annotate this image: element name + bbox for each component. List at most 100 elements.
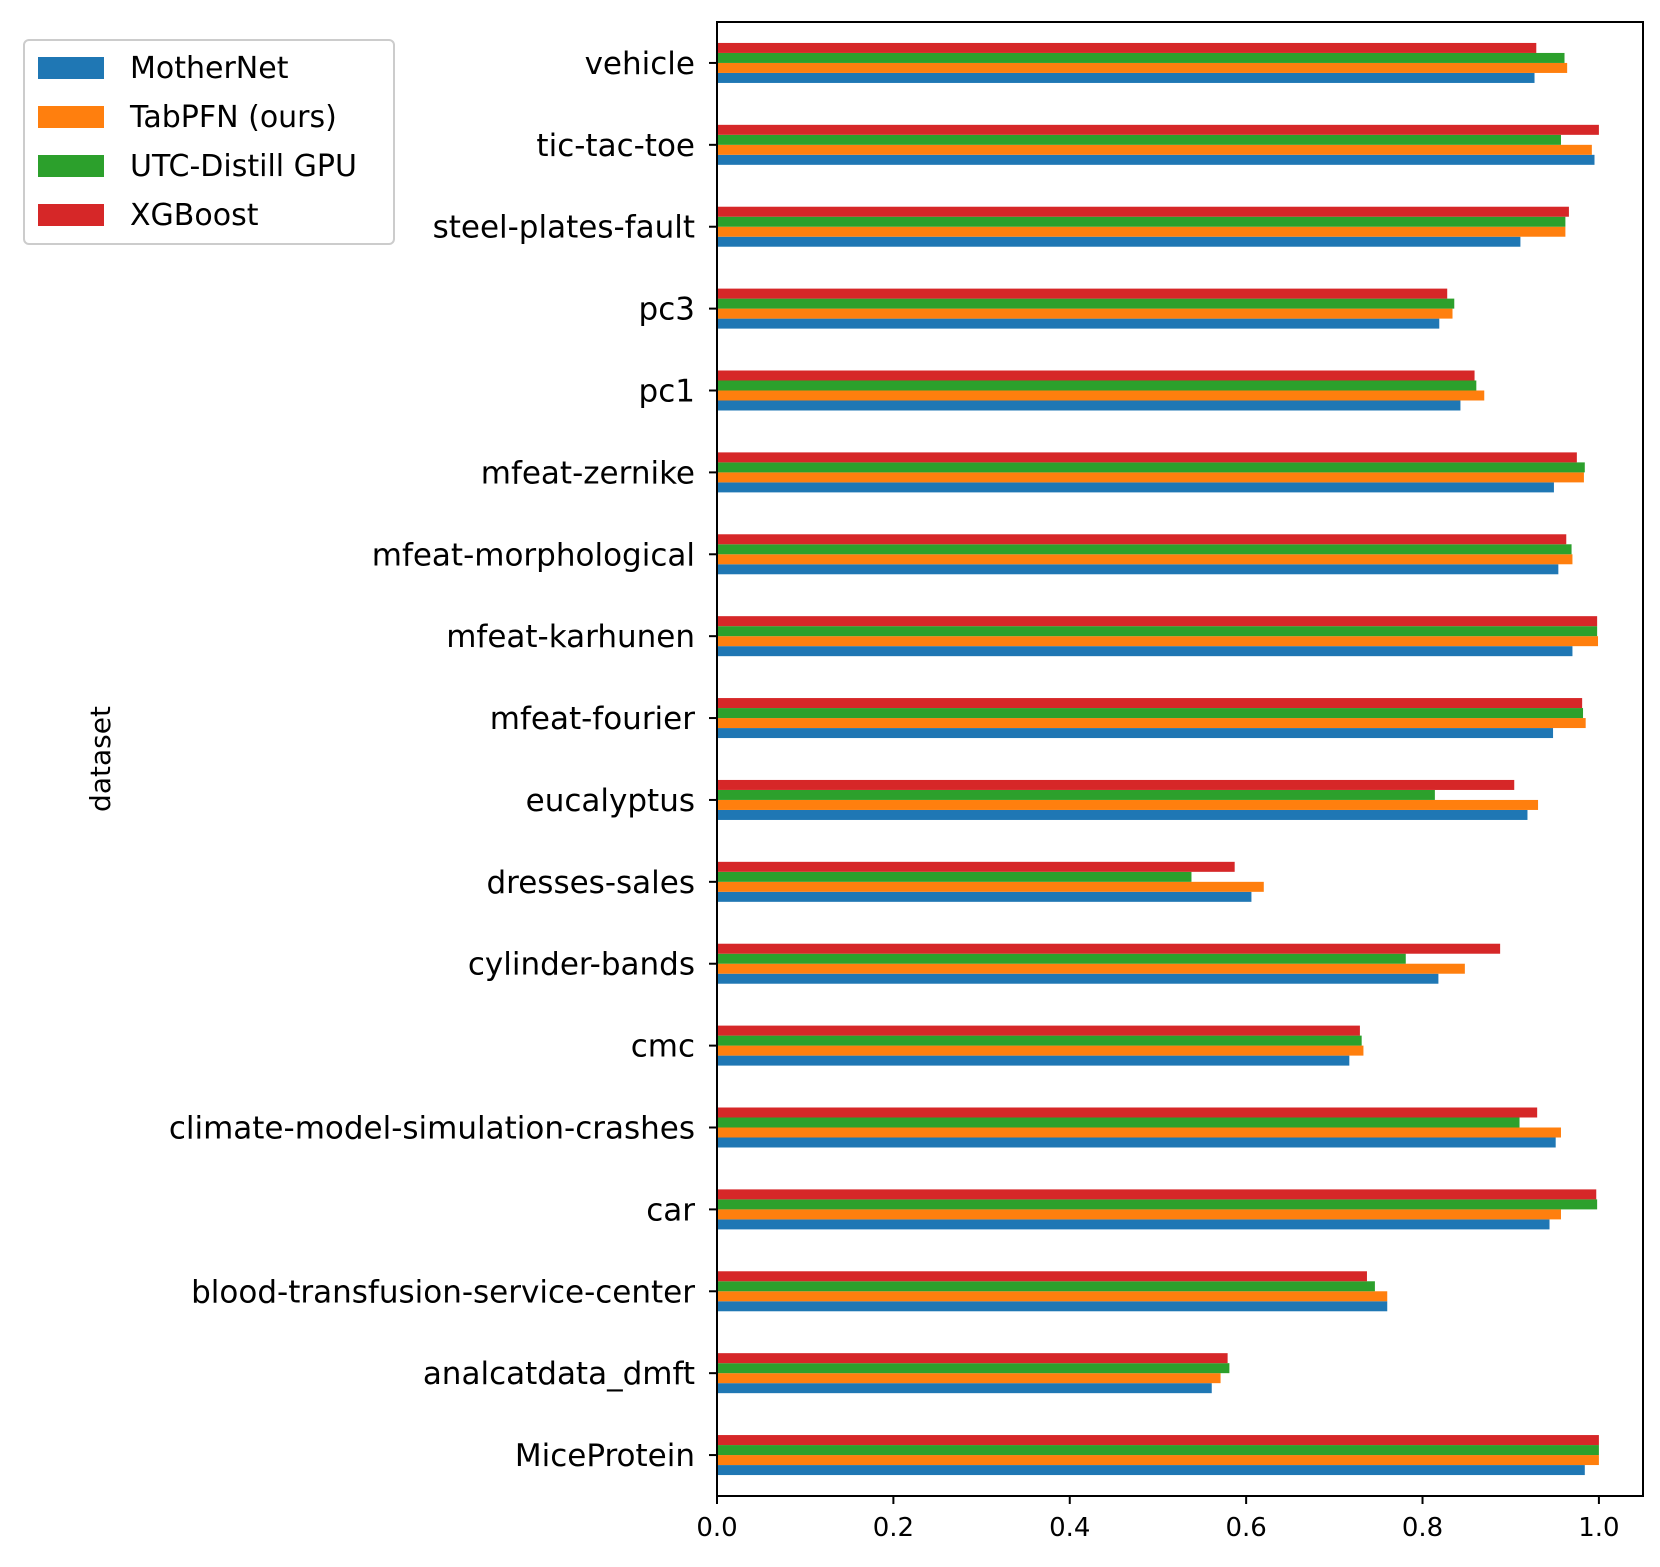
x-tick-label: 1.0 — [1578, 1513, 1619, 1543]
y-tick-label: analcatdata_dmft — [423, 1356, 695, 1392]
bar-dresses-sales-mothernet — [717, 891, 1252, 902]
y-tick-label: mfeat-karhunen — [446, 619, 695, 655]
y-tick-label: pc1 — [639, 374, 695, 410]
bar-cmc-xgboost — [717, 1025, 1360, 1036]
y-tick-label: cmc — [631, 1029, 695, 1065]
bar-cylinder-bands-utc-distill-gpu — [717, 953, 1406, 964]
legend: MotherNet TabPFN (ours) UTC-Distill GPU XGB… — [23, 39, 395, 245]
bar-eucalyptus-tabpfn-ours- — [717, 799, 1539, 810]
y-tick-label: eucalyptus — [526, 783, 695, 819]
bar-mfeat-fourier-utc-distill-gpu — [717, 708, 1584, 719]
bar-mfeat-karhunen-xgboost — [717, 616, 1598, 627]
bar-vehicle-xgboost — [717, 42, 1537, 53]
bar-car-utc-distill-gpu — [717, 1199, 1598, 1210]
bar-eucalyptus-mothernet — [717, 809, 1528, 820]
bar-car-mothernet — [717, 1219, 1550, 1230]
bar-vehicle-tabpfn-ours- — [717, 62, 1568, 73]
bar-mfeat-zernike-xgboost — [717, 452, 1577, 463]
bar-climate-model-simulation-crashes-tabpfn-ours- — [717, 1127, 1561, 1138]
bar-tic-tac-toe-utc-distill-gpu — [717, 134, 1561, 145]
bar-dresses-sales-tabpfn-ours- — [717, 881, 1264, 892]
legend-label: UTC-Distill GPU — [130, 149, 357, 184]
y-tick-label: MiceProtein — [515, 1438, 695, 1474]
y-axis-label: dataset — [84, 706, 117, 812]
bar-pc3-tabpfn-ours- — [717, 308, 1453, 319]
legend-box — [23, 39, 395, 245]
y-tick-label: car — [646, 1192, 695, 1228]
legend-swatch — [38, 155, 104, 177]
bar-pc3-utc-distill-gpu — [717, 298, 1455, 309]
bar-cylinder-bands-mothernet — [717, 973, 1439, 984]
y-tick-label: climate-model-simulation-crashes — [169, 1111, 695, 1147]
x-tick-label: 0.2 — [873, 1513, 914, 1543]
plot-frame — [716, 21, 1644, 1497]
x-axis-ticks: 0.0 0.2 0.4 0.6 0.8 1.0 — [696, 1496, 1620, 1543]
bar-pc1-xgboost — [717, 370, 1475, 381]
bar-pc1-tabpfn-ours- — [717, 390, 1485, 401]
bar-blood-transfusion-service-center-mothernet — [717, 1301, 1388, 1312]
bar-dresses-sales-utc-distill-gpu — [717, 871, 1192, 882]
bar-mfeat-morphological-xgboost — [717, 534, 1567, 545]
bar-cmc-utc-distill-gpu — [717, 1035, 1362, 1046]
bar-car-tabpfn-ours- — [717, 1209, 1561, 1220]
bar-vehicle-utc-distill-gpu — [717, 52, 1565, 63]
legend-swatch — [38, 57, 104, 79]
bars-layer — [717, 42, 1599, 1476]
bar-MiceProtein-utc-distill-gpu — [717, 1445, 1599, 1456]
y-tick-label: blood-transfusion-service-center — [191, 1274, 695, 1310]
y-tick-label: mfeat-morphological — [372, 537, 695, 573]
bar-mfeat-fourier-xgboost — [717, 698, 1583, 709]
bar-pc1-mothernet — [717, 400, 1461, 411]
bar-MiceProtein-tabpfn-ours- — [717, 1455, 1599, 1466]
bar-climate-model-simulation-crashes-xgboost — [717, 1107, 1538, 1118]
bar-steel-plates-fault-tabpfn-ours- — [717, 226, 1566, 237]
y-tick-label: mfeat-zernike — [481, 455, 695, 491]
bar-MiceProtein-mothernet — [717, 1465, 1585, 1476]
legend-swatch — [38, 106, 104, 128]
bar-steel-plates-fault-xgboost — [717, 206, 1569, 217]
bar-tic-tac-toe-tabpfn-ours- — [717, 144, 1592, 155]
legend-label: TabPFN (ours) — [129, 100, 337, 135]
bar-mfeat-morphological-utc-distill-gpu — [717, 544, 1572, 555]
bar-analcatdata_dmft-utc-distill-gpu — [717, 1363, 1230, 1374]
bar-cmc-mothernet — [717, 1055, 1350, 1066]
bar-eucalyptus-xgboost — [717, 779, 1515, 790]
bar-cylinder-bands-xgboost — [717, 943, 1501, 954]
y-tick-label: steel-plates-fault — [433, 210, 695, 246]
bar-dresses-sales-xgboost — [717, 861, 1235, 872]
bar-mfeat-fourier-tabpfn-ours- — [717, 718, 1586, 729]
bar-analcatdata_dmft-xgboost — [717, 1353, 1228, 1364]
bar-steel-plates-fault-utc-distill-gpu — [717, 216, 1566, 227]
bar-climate-model-simulation-crashes-mothernet — [717, 1137, 1556, 1148]
x-tick-label: 0.8 — [1402, 1513, 1443, 1543]
legend-label: MotherNet — [130, 51, 289, 86]
y-tick-label: mfeat-fourier — [490, 701, 695, 737]
legend-label: XGBoost — [130, 198, 259, 233]
bar-pc3-mothernet — [717, 318, 1440, 329]
bar-cylinder-bands-tabpfn-ours- — [717, 963, 1465, 974]
bar-mfeat-zernike-mothernet — [717, 482, 1554, 493]
bar-mfeat-morphological-tabpfn-ours- — [717, 554, 1573, 565]
x-tick-label: 0.0 — [696, 1513, 737, 1543]
bar-analcatdata_dmft-mothernet — [717, 1383, 1212, 1394]
bar-pc3-xgboost — [717, 288, 1448, 299]
bar-mfeat-karhunen-utc-distill-gpu — [717, 626, 1598, 637]
bar-blood-transfusion-service-center-tabpfn-ours- — [717, 1291, 1388, 1302]
x-tick-label: 0.6 — [1225, 1513, 1266, 1543]
bar-MiceProtein-xgboost — [717, 1435, 1599, 1446]
y-tick-label: pc3 — [639, 292, 695, 328]
y-tick-label: tic-tac-toe — [536, 128, 695, 164]
bar-mfeat-karhunen-mothernet — [717, 646, 1573, 657]
bar-blood-transfusion-service-center-utc-distill-gpu — [717, 1281, 1375, 1292]
y-tick-label: cylinder-bands — [468, 947, 695, 983]
y-tick-label: dresses-sales — [486, 865, 695, 901]
bar-mfeat-karhunen-tabpfn-ours- — [717, 636, 1599, 647]
bar-blood-transfusion-service-center-xgboost — [717, 1271, 1367, 1282]
bar-mfeat-morphological-mothernet — [717, 564, 1559, 575]
bar-eucalyptus-utc-distill-gpu — [717, 789, 1435, 800]
bar-steel-plates-fault-mothernet — [717, 236, 1521, 247]
bar-car-xgboost — [717, 1189, 1597, 1200]
bar-mfeat-zernike-tabpfn-ours- — [717, 472, 1584, 483]
category-labels: vehicle tic-tac-toe steel-plates-fault pc3 p… — [169, 46, 717, 1474]
